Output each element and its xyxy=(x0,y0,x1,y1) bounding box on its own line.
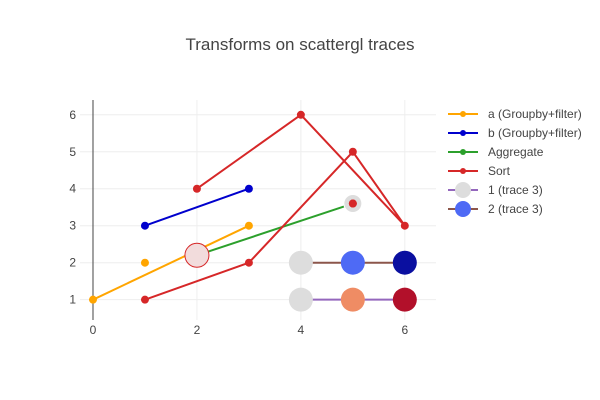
series-0 xyxy=(88,221,253,304)
x-tick-label: 2 xyxy=(194,323,201,337)
x-tick-label: 0 xyxy=(90,323,97,337)
legend-item[interactable]: b (Groupby+filter) xyxy=(448,126,582,140)
series-line xyxy=(196,202,354,257)
data-point xyxy=(340,250,365,275)
y-tick-label: 5 xyxy=(69,145,76,159)
legend-label: Aggregate xyxy=(488,145,544,159)
y-tick-label: 6 xyxy=(69,108,76,122)
data-point xyxy=(244,258,253,267)
series-line xyxy=(144,187,250,227)
legend-label: a (Groupby+filter) xyxy=(488,107,582,121)
legend-item[interactable]: 1 (trace 3) xyxy=(448,182,543,198)
legend-label: 2 (trace 3) xyxy=(488,202,543,216)
series-line xyxy=(144,113,406,301)
data-point xyxy=(392,287,417,312)
y-tick-label: 2 xyxy=(69,256,76,270)
legend-marker xyxy=(455,182,471,198)
x-tick-label: 4 xyxy=(298,323,305,337)
data-point xyxy=(340,287,365,312)
chart-title: Transforms on scattergl traces xyxy=(186,35,415,54)
legend-item[interactable]: Aggregate xyxy=(448,145,544,159)
legend-marker xyxy=(455,201,471,217)
legend-marker xyxy=(460,111,466,117)
legend[interactable]: a (Groupby+filter) b (Groupby+filter) Aggr… xyxy=(448,107,582,217)
data-point xyxy=(140,258,149,267)
y-tick-label: 3 xyxy=(69,219,76,233)
data-point xyxy=(288,287,313,312)
data-point xyxy=(140,221,149,230)
legend-item[interactable]: 2 (trace 3) xyxy=(448,201,543,217)
series-4 xyxy=(288,287,417,312)
series-2 xyxy=(184,194,363,268)
data-point xyxy=(348,199,357,208)
data-point xyxy=(288,250,313,275)
data-point xyxy=(184,242,210,268)
y-tick-label: 4 xyxy=(69,182,76,196)
data-point xyxy=(140,295,149,304)
series-3 xyxy=(140,110,409,304)
data-point xyxy=(244,184,253,193)
series-5 xyxy=(288,250,417,275)
legend-item[interactable]: Sort xyxy=(448,164,511,178)
legend-marker xyxy=(460,168,466,174)
y-tick-label: 1 xyxy=(69,293,76,307)
legend-marker xyxy=(460,149,466,155)
data-point xyxy=(244,221,253,230)
grid-lines xyxy=(80,100,436,320)
series-1 xyxy=(140,184,253,230)
legend-label: 1 (trace 3) xyxy=(488,183,543,197)
data-point xyxy=(348,147,357,156)
legend-label: Sort xyxy=(488,164,511,178)
legend-label: b (Groupby+filter) xyxy=(488,126,582,140)
data-point xyxy=(192,184,201,193)
data-point xyxy=(392,250,417,275)
data-point xyxy=(88,295,97,304)
legend-item[interactable]: a (Groupby+filter) xyxy=(448,107,582,121)
legend-marker xyxy=(460,130,466,136)
axes: 0 2 4 6 1 2 3 4 5 6 xyxy=(69,100,408,337)
data-point xyxy=(400,221,409,230)
plot-area xyxy=(88,110,417,312)
data-point xyxy=(296,110,305,119)
x-tick-label: 6 xyxy=(401,323,408,337)
series-line xyxy=(92,224,250,301)
